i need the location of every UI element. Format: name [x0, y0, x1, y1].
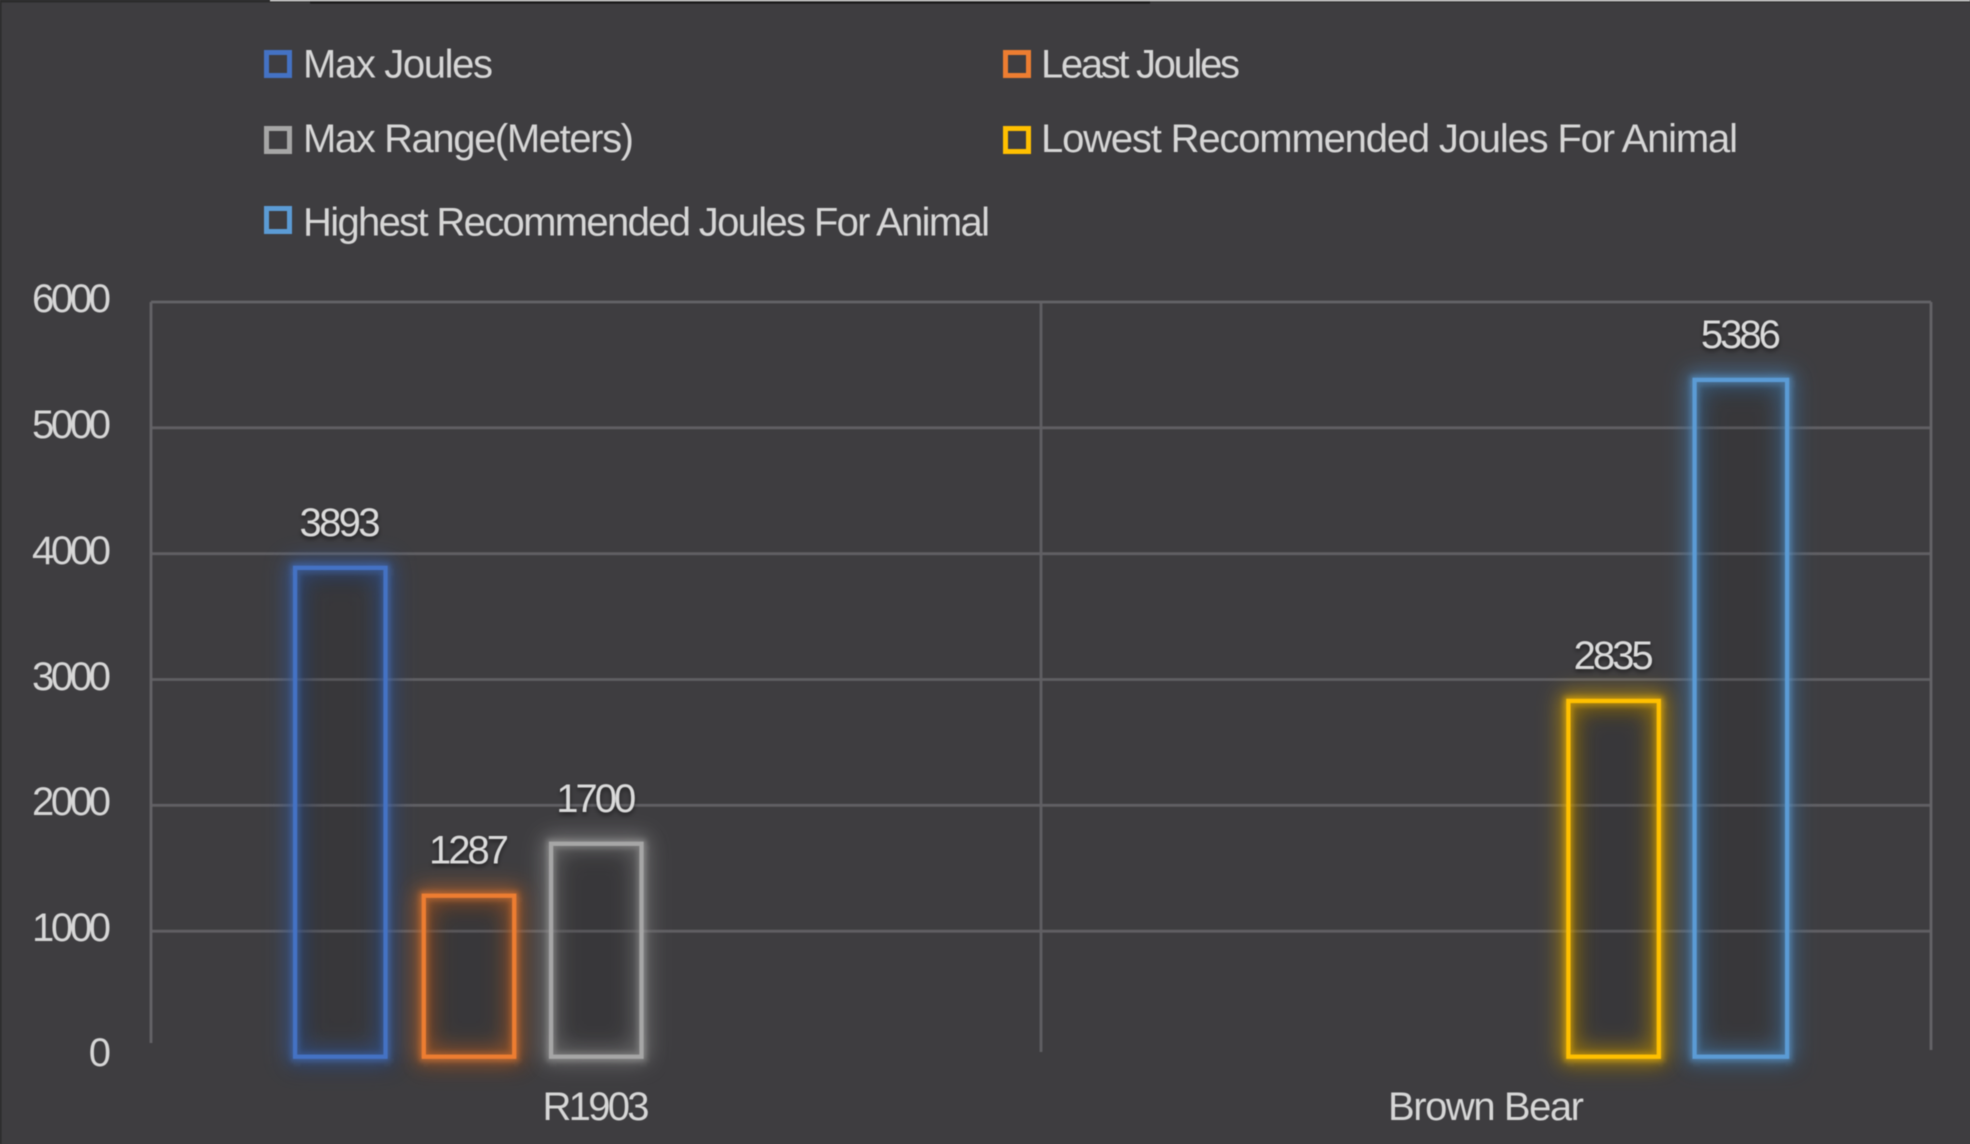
svg-text:Least Joules: Least Joules	[1041, 43, 1240, 87]
svg-text:5000: 5000	[32, 403, 111, 447]
svg-text:1700: 1700	[556, 777, 636, 821]
svg-text:6000: 6000	[32, 277, 111, 321]
svg-text:2000: 2000	[32, 780, 111, 824]
svg-text:1000: 1000	[32, 906, 111, 950]
svg-text:3893: 3893	[300, 501, 381, 545]
svg-text:Max Joules: Max Joules	[303, 43, 493, 87]
svg-text:3000: 3000	[32, 655, 111, 699]
svg-text:1287: 1287	[429, 829, 509, 873]
svg-text:Brown Bear: Brown Bear	[1388, 1085, 1584, 1129]
svg-text:Max Range(Meters): Max Range(Meters)	[303, 117, 634, 161]
svg-text:4000: 4000	[32, 529, 111, 573]
svg-text:2835: 2835	[1574, 634, 1654, 678]
svg-text:0: 0	[89, 1031, 111, 1075]
svg-text:Highest Recommended Joules For: Highest Recommended Joules For Animal	[303, 201, 990, 245]
svg-text:R1903: R1903	[543, 1085, 650, 1129]
svg-text:Lowest Recommended Joules For: Lowest Recommended Joules For Animal	[1041, 117, 1738, 161]
svg-text:5386: 5386	[1701, 313, 1781, 357]
